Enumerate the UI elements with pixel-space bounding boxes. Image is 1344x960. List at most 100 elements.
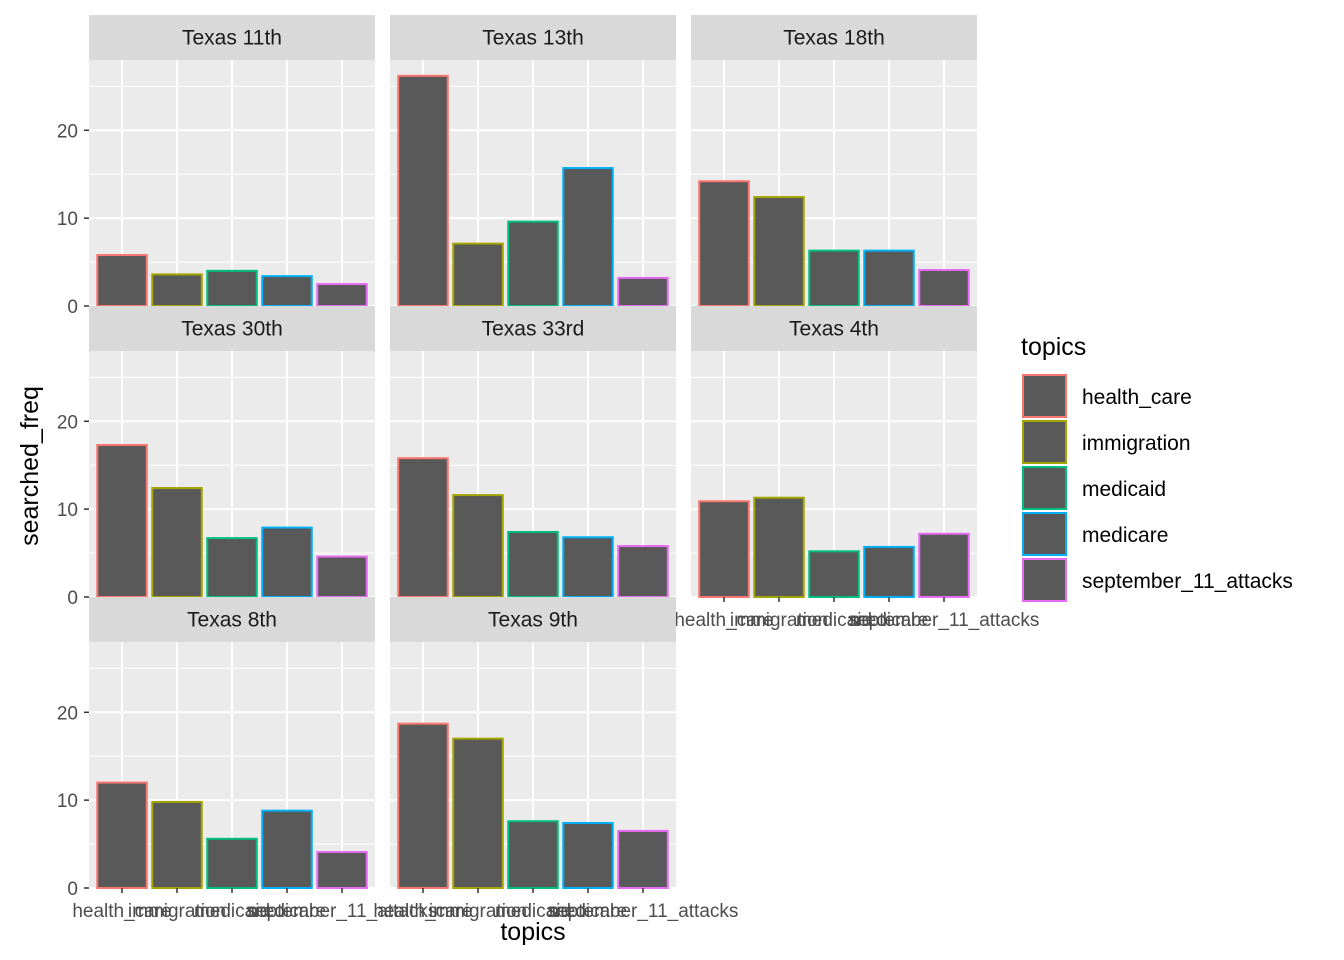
bar (918, 268, 970, 308)
facet-panel: Texas 18th (691, 15, 977, 308)
bar (698, 500, 750, 598)
y-tick-label: 20 (57, 412, 78, 433)
facet-strip-label: Texas 9th (488, 609, 578, 632)
bar (206, 837, 258, 889)
bar (206, 537, 258, 599)
x-tick-label: september_11_attacks (247, 901, 438, 922)
legend-key (1022, 466, 1067, 510)
bar (151, 487, 203, 598)
x-tick-label: medicare (850, 610, 928, 631)
bar (562, 821, 614, 889)
facet-strip-label: Texas 13th (482, 27, 584, 50)
facet-strip-label: Texas 30th (181, 318, 283, 341)
bar (96, 444, 148, 598)
y-tick-label: 0 (67, 879, 78, 900)
facet-strip (89, 306, 375, 351)
legend-key (1022, 512, 1067, 556)
legend-label: medicare (1082, 524, 1168, 547)
legend-label: health_care (1082, 386, 1192, 409)
facet-strip (89, 597, 375, 642)
legend-title: topics (1021, 333, 1086, 361)
legend-label: immigration (1082, 432, 1191, 455)
bar (918, 532, 970, 598)
facet-panel: Texas 9th health_careimmigrationmedicaidm… (373, 597, 738, 922)
bar (617, 545, 669, 598)
bar (96, 254, 148, 308)
facet-panel: Texas 30th 0 10 20 (57, 306, 375, 609)
facet-strip-label: Texas 4th (789, 318, 879, 341)
bar (562, 167, 614, 307)
facet-panels: Texas 11th 0 10 20 Texas 13th Texas 18th Texas… (57, 15, 1039, 922)
legend-key (1022, 420, 1067, 464)
bar (316, 850, 368, 890)
facet-strip (691, 306, 977, 351)
facet-strip (390, 15, 676, 60)
facet-strip-label: Texas 18th (783, 27, 885, 50)
legend-key (1022, 374, 1067, 418)
bar (316, 283, 368, 307)
bar (96, 781, 148, 889)
facet-strip-label: Texas 8th (187, 609, 277, 632)
x-tick-label: medicaid (495, 901, 571, 922)
facet-strip (691, 15, 977, 60)
y-tick-label: 10 (57, 791, 78, 812)
x-tick-label: medicare (549, 901, 627, 922)
x-tick-label: medicare (248, 901, 326, 922)
bar (206, 269, 258, 308)
bar (507, 220, 559, 308)
legend-key (1022, 558, 1067, 602)
bar (507, 530, 559, 598)
bar (863, 545, 915, 599)
bar (397, 722, 449, 890)
y-tick-label: 20 (57, 121, 78, 142)
legend-label: september_11_attacks (1082, 570, 1293, 593)
bar (397, 74, 449, 307)
bar (397, 457, 449, 598)
facet-strip (390, 306, 676, 351)
x-tick-label: medicaid (796, 610, 872, 631)
bar (617, 829, 669, 890)
x-tick-label: september_11_attacks (548, 901, 739, 922)
bar (452, 242, 504, 307)
bar (507, 820, 559, 890)
bar (753, 196, 805, 307)
x-tick-label: health_care (373, 901, 472, 922)
y-tick-label: 0 (67, 588, 78, 609)
x-tick-label: immigration (429, 901, 527, 922)
bar (151, 273, 203, 307)
x-tick-label: medicaid (194, 901, 270, 922)
legend: topics health_care immigration medicaid med… (1021, 333, 1293, 602)
bar (261, 275, 313, 307)
facet-panel: Texas 13th (390, 15, 676, 308)
bar (617, 276, 669, 307)
facet-panel: Texas 33rd (390, 306, 676, 599)
y-tick-label: 10 (57, 209, 78, 230)
x-axis-title: topics (500, 918, 565, 946)
facet-panel: Texas 11th 0 10 20 (57, 15, 375, 318)
bar (753, 496, 805, 599)
bar (261, 526, 313, 598)
facet-panel: Texas 4th health_careimmigrationmedicaidm… (674, 306, 1039, 631)
y-tick-label: 0 (67, 297, 78, 318)
bar (452, 737, 504, 890)
facet-panel: Texas 8th01020health_careimmigrationmedi… (57, 597, 438, 922)
x-tick-label: immigration (730, 610, 828, 631)
x-tick-label: health_care (674, 610, 773, 631)
facet-strip (89, 15, 375, 60)
facet-strip-label: Texas 11th (182, 27, 282, 50)
legend-label: medicaid (1082, 478, 1166, 501)
x-tick-label: immigration (128, 901, 226, 922)
bar (151, 800, 203, 890)
bar (808, 550, 860, 598)
bar (316, 555, 368, 598)
x-tick-label: september_11_attacks (849, 610, 1040, 631)
bar (808, 249, 860, 307)
bar (698, 180, 750, 307)
y-tick-label: 20 (57, 703, 78, 724)
facet-strip-label: Texas 33rd (482, 318, 585, 341)
bar (562, 536, 614, 598)
bar (452, 494, 504, 599)
x-tick-label: health_care (72, 901, 171, 922)
facet-strip (390, 597, 676, 642)
